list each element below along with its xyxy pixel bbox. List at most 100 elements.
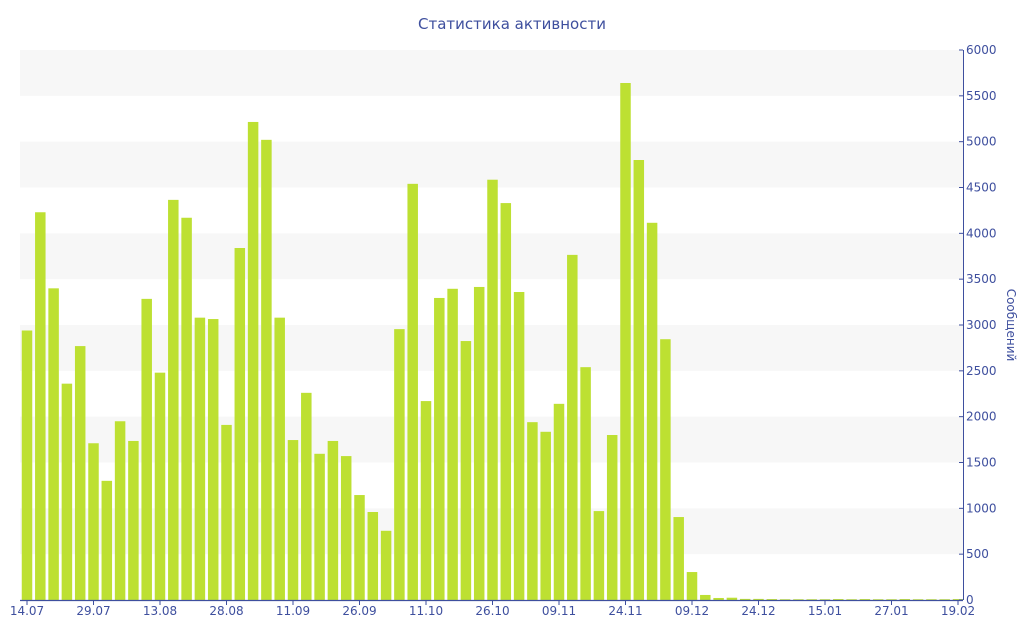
x-tick-label: 15.01 — [808, 604, 842, 618]
x-tick-label: 24.12 — [741, 604, 775, 618]
bar — [128, 440, 139, 600]
x-tick-label: 27.01 — [874, 604, 908, 618]
bar — [247, 121, 259, 600]
bar — [394, 329, 405, 600]
bar — [114, 421, 126, 600]
y-tick-label: 3000 — [966, 318, 997, 332]
x-tick-label: 14.07 — [10, 604, 44, 618]
bar — [48, 288, 59, 600]
bar — [274, 317, 285, 600]
bar — [899, 599, 911, 600]
x-tick-label: 26.09 — [342, 604, 376, 618]
bar — [88, 443, 99, 600]
bar — [154, 372, 166, 600]
bar — [673, 517, 684, 600]
bar — [74, 346, 86, 600]
bar — [447, 288, 458, 600]
bar — [207, 319, 219, 600]
y-tick-label: 4500 — [966, 181, 997, 195]
bar — [141, 298, 152, 600]
bar — [234, 248, 246, 600]
bar — [633, 160, 645, 600]
bar — [487, 179, 498, 601]
bar — [21, 330, 33, 600]
bar — [473, 286, 485, 600]
bar — [567, 254, 578, 600]
bar — [61, 383, 73, 600]
bar — [779, 599, 791, 600]
bar — [686, 572, 698, 600]
bar — [168, 199, 179, 600]
bar — [846, 599, 857, 600]
x-tick-label: 28.08 — [209, 604, 243, 618]
bar — [872, 599, 884, 600]
bar — [886, 599, 897, 600]
grid-band — [20, 50, 963, 96]
y-tick-label: 4000 — [966, 226, 997, 240]
chart-title: Статистика активности — [418, 15, 606, 33]
y-tick-label: 500 — [966, 547, 989, 561]
bar — [593, 511, 605, 600]
y-tick-label: 3500 — [966, 272, 997, 286]
bar — [354, 495, 365, 600]
y-tick-label: 0 — [966, 593, 974, 607]
bar — [606, 435, 618, 600]
bar — [340, 456, 352, 600]
y-tick-label: 1500 — [966, 456, 997, 470]
bar — [753, 598, 764, 600]
bar — [380, 530, 392, 600]
x-tick-label: 19.02 — [941, 604, 975, 618]
bar — [527, 422, 538, 600]
bar — [327, 440, 339, 600]
x-tick-label: 24.11 — [608, 604, 642, 618]
x-tick-label: 11.10 — [409, 604, 443, 618]
x-tick-label: 26.10 — [475, 604, 509, 618]
bar — [912, 599, 924, 600]
bar — [700, 594, 711, 600]
x-tick-label: 11.09 — [276, 604, 310, 618]
bar — [739, 598, 751, 600]
bar — [660, 339, 671, 600]
bar — [301, 392, 312, 600]
bar — [420, 401, 432, 600]
bar — [939, 599, 950, 600]
x-tick-label: 13.08 — [143, 604, 177, 618]
bar — [181, 217, 192, 600]
bar — [553, 403, 565, 600]
y-tick-label: 2000 — [966, 410, 997, 424]
bar — [194, 317, 206, 600]
bar — [221, 424, 232, 600]
y-tick-label: 5000 — [966, 135, 997, 149]
x-tick-label: 09.12 — [675, 604, 709, 618]
x-tick-label: 09.11 — [542, 604, 576, 618]
bar — [833, 599, 844, 600]
y-axis-title: Сообщений — [1004, 289, 1018, 362]
bar — [261, 139, 272, 601]
y-tick-label: 1000 — [966, 501, 997, 515]
y-tick-label: 5500 — [966, 89, 997, 103]
bar — [367, 512, 379, 600]
bar — [620, 83, 631, 600]
bar — [434, 297, 445, 600]
x-tick-label: 29.07 — [76, 604, 110, 618]
bar — [540, 431, 551, 600]
bar — [859, 599, 871, 600]
bar — [766, 599, 778, 600]
bar — [314, 453, 325, 600]
bar — [713, 597, 724, 600]
y-tick-label: 2500 — [966, 364, 997, 378]
bar — [580, 367, 591, 600]
bar — [460, 341, 472, 600]
y-tick-label: 6000 — [966, 43, 997, 57]
bar — [806, 599, 817, 600]
bar — [287, 440, 299, 600]
bar — [646, 222, 658, 600]
bar — [513, 292, 525, 600]
bar — [926, 599, 937, 600]
bar — [952, 599, 964, 600]
bar — [35, 212, 46, 600]
bar — [101, 480, 113, 600]
bar — [726, 597, 738, 600]
bar — [500, 203, 512, 601]
